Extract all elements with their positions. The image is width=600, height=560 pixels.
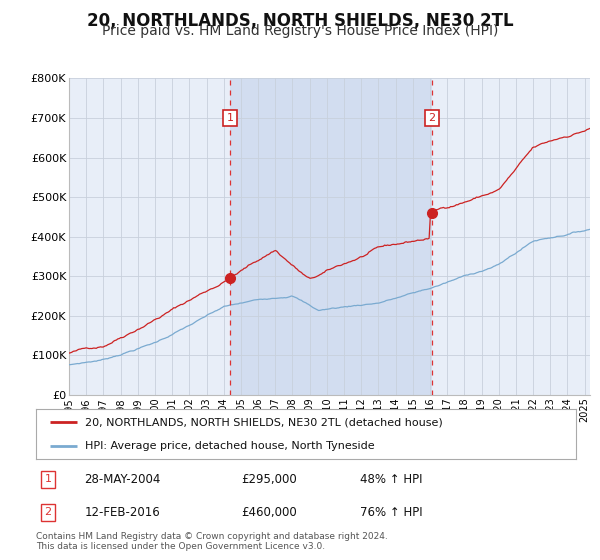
Text: Contains HM Land Registry data © Crown copyright and database right 2024.
This d: Contains HM Land Registry data © Crown c… [36,532,388,552]
Text: 20, NORTHLANDS, NORTH SHIELDS, NE30 2TL: 20, NORTHLANDS, NORTH SHIELDS, NE30 2TL [86,12,514,30]
Text: Price paid vs. HM Land Registry's House Price Index (HPI): Price paid vs. HM Land Registry's House … [102,24,498,38]
Text: 12-FEB-2016: 12-FEB-2016 [85,506,160,519]
Text: 20, NORTHLANDS, NORTH SHIELDS, NE30 2TL (detached house): 20, NORTHLANDS, NORTH SHIELDS, NE30 2TL … [85,417,442,427]
Text: HPI: Average price, detached house, North Tyneside: HPI: Average price, detached house, Nort… [85,441,374,451]
Text: 1: 1 [44,474,52,484]
Text: 48% ↑ HPI: 48% ↑ HPI [360,473,422,486]
Text: 1: 1 [227,113,234,123]
Text: £460,000: £460,000 [241,506,297,519]
Text: 2: 2 [428,113,436,123]
Bar [230,78,432,395]
Text: 28-MAY-2004: 28-MAY-2004 [85,473,161,486]
Text: 76% ↑ HPI: 76% ↑ HPI [360,506,422,519]
Text: £295,000: £295,000 [241,473,297,486]
Text: 2: 2 [44,507,52,517]
